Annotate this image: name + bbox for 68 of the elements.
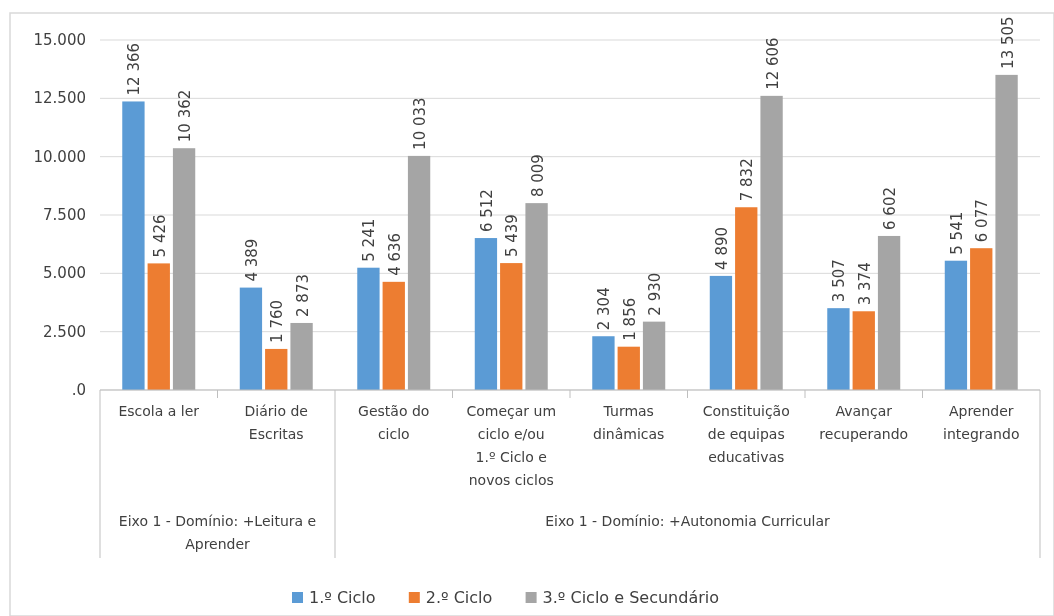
bar <box>382 281 405 390</box>
bar <box>877 235 901 390</box>
bar <box>995 74 1018 390</box>
bar <box>474 238 498 390</box>
bar <box>944 260 968 390</box>
data-label: 2 873 <box>293 274 312 317</box>
bar <box>265 348 288 390</box>
bar <box>147 263 170 390</box>
x-tick-label: Aprender integrando <box>943 403 1020 442</box>
data-label: 5 439 <box>503 214 522 258</box>
data-label: 1 760 <box>268 299 287 343</box>
y-tick-label: 7.500 <box>43 206 86 224</box>
data-label: 1 856 <box>620 297 639 341</box>
data-label: 13 505 <box>998 16 1017 69</box>
data-label: 12 366 <box>125 42 144 96</box>
data-label: 12 606 <box>763 37 782 90</box>
bar <box>827 308 850 390</box>
x-tick-label: Constituição de equipas educativas <box>702 403 790 465</box>
data-label: 5 241 <box>360 218 379 262</box>
data-label: 10 362 <box>176 89 195 143</box>
data-label: 2 304 <box>595 287 614 331</box>
bar <box>642 321 666 390</box>
text: Eixo 1 - Domínio: +Leitura e Aprender <box>118 513 317 552</box>
data-label: 6 602 <box>881 187 900 230</box>
bar <box>709 275 733 390</box>
data-label: 2 930 <box>646 272 665 316</box>
x-tick-label: Escola a ler <box>118 403 200 419</box>
x-tick-label: Começar um ciclo e/ou 1.º Ciclo e novos ciclos <box>466 403 557 488</box>
bar <box>239 287 263 390</box>
legend-label: 1.º Ciclo <box>309 588 376 607</box>
bar <box>407 155 431 390</box>
data-label: 7 832 <box>738 158 757 202</box>
bar <box>970 248 993 390</box>
data-label: 6 512 <box>477 189 496 233</box>
bar <box>592 336 615 390</box>
bar <box>760 95 783 390</box>
bar <box>122 101 145 390</box>
bar <box>525 203 548 390</box>
x-tick-label: Avançar recuperando <box>819 403 909 442</box>
x-tick-label: Turmas dinâmicas <box>593 403 665 442</box>
bar <box>357 267 380 390</box>
bar <box>500 263 523 390</box>
y-tick-label: 5.000 <box>43 264 86 283</box>
bar <box>852 311 875 390</box>
data-label: 4 890 <box>712 226 731 270</box>
data-label: 3 507 <box>830 259 849 303</box>
data-label: 3 374 <box>855 262 874 306</box>
data-label: 5 541 <box>947 211 966 255</box>
bar <box>617 346 640 390</box>
data-label: 5 426 <box>150 214 169 258</box>
legend-label: 3.º Ciclo e Secundário <box>542 588 720 607</box>
bar <box>735 207 758 390</box>
x-tick-label: Gestão do ciclo <box>358 403 430 442</box>
y-tick-label: 12.500 <box>33 89 86 108</box>
bar <box>172 148 196 390</box>
data-label: 4 636 <box>385 232 404 276</box>
bar <box>290 322 313 390</box>
x-tick-label: Diário de Escritas <box>244 403 308 442</box>
data-label: 6 077 <box>973 199 992 243</box>
text: Eixo 1 - Domínio: +Autonomia Curricular <box>545 513 831 529</box>
y-tick-label: 10.000 <box>33 147 86 166</box>
y-tick-label: 15.000 <box>33 31 86 49</box>
y-tick-label: .0 <box>71 381 86 399</box>
legend-label: 2.º Ciclo <box>425 588 493 607</box>
data-label: 4 389 <box>242 238 261 282</box>
y-tick-label: 2.500 <box>43 322 86 341</box>
data-label: 10 033 <box>411 97 430 150</box>
data-label: 8 009 <box>528 154 547 198</box>
